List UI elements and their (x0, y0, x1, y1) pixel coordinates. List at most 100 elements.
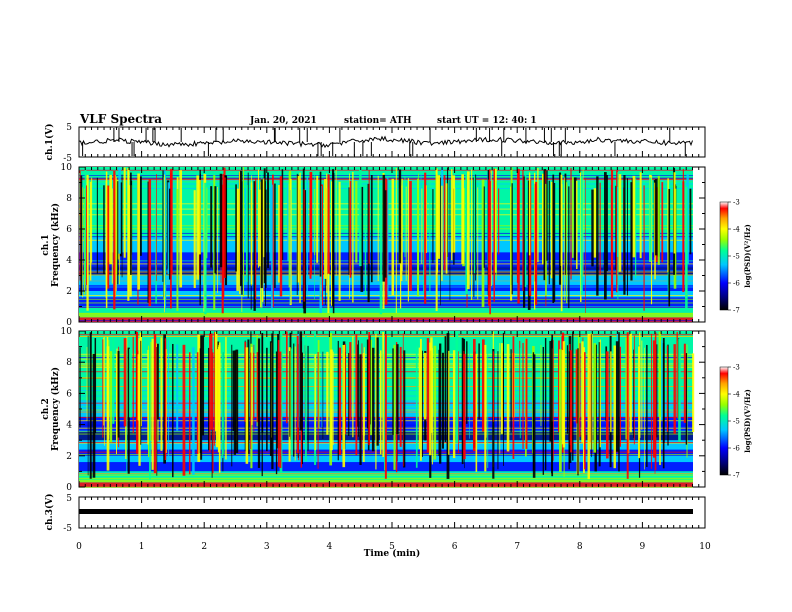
spectrogram-streak (516, 179, 519, 283)
spectrogram-streak (617, 171, 619, 300)
spectrogram-streak (444, 336, 447, 443)
spectrogram-streak (330, 181, 333, 306)
ch3-waveform-line (79, 509, 693, 514)
ch1-colorbar (719, 201, 729, 311)
y-tick-label: 10 (61, 163, 73, 173)
colorbar-tick-label: -6 (733, 280, 740, 288)
spectrogram-streak (455, 331, 459, 443)
spectrogram-streak (169, 188, 171, 280)
spectrogram-streak (685, 353, 688, 445)
spectrogram-streak (415, 345, 418, 468)
colorbar-tick-label: -7 (733, 472, 740, 480)
spectrogram-streak (566, 345, 569, 434)
y-tick-label: 4 (66, 421, 72, 431)
spectrogram-streak (236, 188, 239, 291)
spectrogram-streak (601, 189, 603, 268)
spectrogram-streak (606, 351, 609, 459)
spectrogram-streak (655, 179, 658, 256)
spectrogram-streak (465, 174, 468, 295)
spectrogram-streak (437, 175, 441, 259)
figure-title: VLF Spectra (79, 112, 162, 126)
spectrogram-streak (91, 177, 93, 263)
spectrogram-streak (149, 338, 151, 480)
spectrogram-streak (435, 168, 438, 312)
spectrogram-streak (327, 174, 330, 274)
spectrogram-streak (573, 177, 577, 261)
spectrogram-streak (610, 185, 612, 269)
spectrogram-streak (105, 180, 107, 298)
spectrogram-streak (164, 174, 165, 313)
spectrogram-streak (118, 167, 121, 254)
spectrogram-streak (314, 188, 316, 256)
spectrogram-streak (416, 178, 419, 297)
spectrogram-streak (332, 351, 334, 446)
spectrogram-streak (495, 180, 497, 281)
spectrogram-streak (467, 171, 470, 290)
spectrogram-streak (349, 173, 350, 299)
spectrogram-streak (418, 173, 419, 284)
spectrogram-streak (384, 190, 387, 278)
spectrogram-streak (352, 171, 354, 303)
spectrogram-streak (357, 340, 359, 437)
spectrogram-streak (384, 334, 387, 479)
ch1-ytick-bottom: -5 (63, 154, 72, 164)
spectrogram-streak (576, 180, 578, 269)
spectrogram-streak (502, 332, 504, 436)
spectrogram-streak (192, 347, 195, 475)
spectrogram-streak (689, 188, 692, 255)
spectrogram-streak (644, 347, 645, 470)
spectrogram-streak (471, 169, 473, 300)
spectrogram-band (79, 477, 693, 483)
spectrogram-streak (400, 185, 403, 281)
spectrogram-streak (381, 350, 383, 418)
spectrogram-streak (542, 347, 544, 475)
spectrogram-streak (673, 344, 676, 434)
colorbar-tick-label: -3 (733, 364, 740, 372)
spectrogram-streak (510, 349, 512, 433)
spectrogram-streak (326, 173, 328, 293)
header-date: Jan. 20, 2021 (249, 116, 317, 126)
spectrogram-streak (650, 175, 653, 305)
spectrogram-streak (338, 181, 341, 301)
spectrogram-streak (317, 340, 320, 429)
spectrogram-streak (564, 177, 566, 302)
spectrogram-streak (623, 175, 626, 295)
spectrogram-streak (658, 331, 662, 417)
spectrogram-streak (269, 187, 273, 261)
spectrogram-streak (87, 335, 89, 476)
spectrogram-streak (429, 180, 431, 292)
spectrogram-streak (104, 336, 105, 446)
spectrogram-streak (113, 170, 116, 310)
spectrogram-streak (402, 333, 404, 467)
spectrogram-streak (407, 178, 409, 302)
spectrogram-streak (366, 339, 370, 429)
header-start-time: start UT = 12: 40: 1 (437, 116, 537, 126)
spectrogram-streak (258, 169, 260, 268)
spectrogram-streak (86, 174, 89, 311)
spectrogram-streak (337, 340, 339, 461)
spectrogram-streak (654, 182, 656, 280)
x-tick-label: 1 (139, 542, 145, 552)
spectrogram-streak (630, 182, 633, 281)
spectrogram-streak (585, 177, 586, 314)
spectrogram-streak (150, 342, 152, 441)
y-tick-label: 0 (66, 318, 72, 328)
spectrogram-streak (368, 170, 370, 264)
x-tick-label: 9 (640, 542, 646, 552)
spectrogram-streak (638, 346, 641, 459)
spectrogram-streak (140, 340, 142, 445)
spectrogram-streak (572, 331, 574, 461)
spectrogram-streak (626, 178, 628, 296)
spectrogram-streak (102, 339, 104, 438)
spectrogram-streak (281, 169, 284, 260)
spectrogram-streak (482, 339, 485, 432)
spectrogram-streak (89, 181, 92, 281)
spectrogram-streak (293, 343, 295, 457)
spectrogram-streak (494, 168, 497, 273)
spectrogram-streak (543, 169, 547, 281)
spectrogram-streak (244, 341, 247, 422)
spectrogram-streak (160, 337, 163, 451)
x-tick-label: 3 (264, 542, 270, 552)
spectrogram-streak (678, 338, 681, 442)
spectrogram-streak (667, 344, 669, 446)
